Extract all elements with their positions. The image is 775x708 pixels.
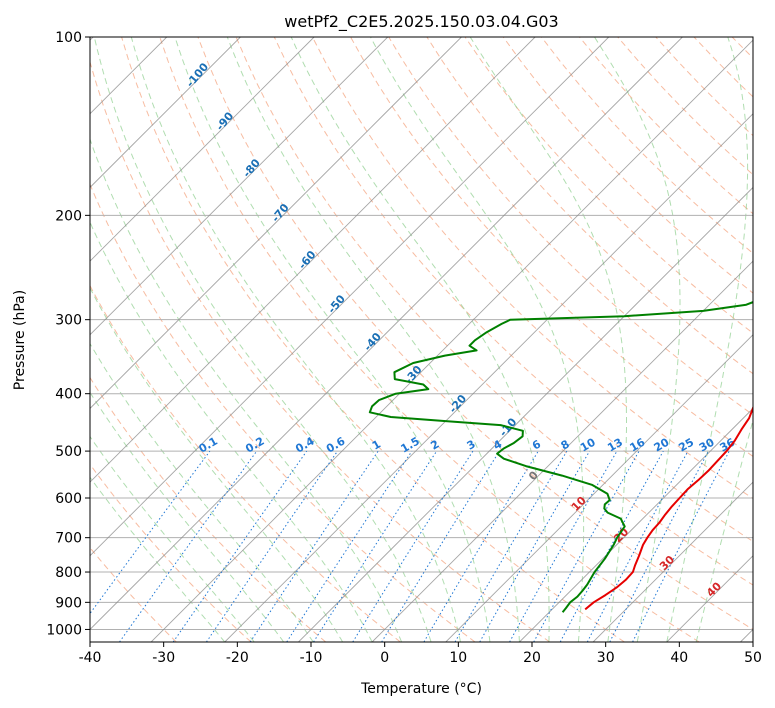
y-tick-label: 300 — [55, 313, 82, 329]
moist-adiabat-line — [90, 342, 314, 642]
mixing-ratio-line — [509, 450, 618, 642]
dry-adiabat-line — [273, 37, 753, 543]
x-tick-label: 50 — [744, 650, 762, 666]
mixing-ratio-line — [90, 450, 211, 615]
y-axis-ticks: 100 200 300 400 500 600 700 800 900 1000 — [46, 30, 90, 638]
dry-adiabat-line — [121, 37, 625, 642]
moist-adiabat-line — [290, 37, 550, 642]
x-axis-ticks: -40 -30 -20 -10 0 10 20 30 40 50 — [79, 642, 762, 666]
mixing-ratio-line — [249, 450, 379, 642]
y-tick-label: 1000 — [46, 622, 82, 638]
moist-adiabat-line — [594, 37, 681, 642]
temperature-profile-line — [584, 405, 753, 611]
isotherm-gridline — [90, 37, 315, 262]
mixing-ratio-line — [352, 450, 474, 642]
mixing-ratio-line — [381, 450, 500, 642]
y-tick-label: 200 — [55, 208, 82, 224]
mixing-ratio-line — [313, 450, 438, 642]
plot-frame — [89, 36, 754, 643]
moist-adiabat-line — [370, 37, 585, 642]
dry-adiabat-line — [90, 463, 252, 642]
y-tick-label: 600 — [55, 491, 82, 507]
moist-adiabat-line — [90, 391, 285, 642]
isotherm-gridline — [445, 334, 753, 642]
dry-adiabat-line — [90, 376, 327, 642]
isotherm-gridline — [224, 113, 753, 642]
y-tick-label: 800 — [55, 565, 82, 581]
y-axis-label: Pressure (hPa) — [12, 290, 28, 390]
mixing-ratio-line — [632, 450, 730, 642]
moist-adiabat-line — [226, 37, 520, 642]
dry-adiabat-line — [90, 60, 551, 642]
x-tick-label: -10 — [300, 650, 323, 666]
y-tick-label: 900 — [55, 595, 82, 611]
isotherm-gridline — [90, 37, 389, 336]
isotherm-gridline — [371, 260, 753, 642]
moist-adiabat-line — [90, 476, 226, 642]
x-tick-label: -20 — [226, 650, 249, 666]
x-axis-label: Temperature (°C) — [360, 681, 482, 697]
moist-adiabat-line — [695, 418, 753, 642]
dry-adiabat-line — [235, 37, 753, 586]
mixing-ratio-line — [119, 450, 258, 642]
x-tick-label: 20 — [523, 650, 541, 666]
isotherm-gridlines — [90, 37, 753, 642]
moist-adiabat-line — [666, 37, 749, 642]
isotherm-gridline — [519, 407, 753, 642]
moist-adiabat-line — [130, 37, 461, 642]
x-tick-label: -30 — [152, 650, 175, 666]
mixing-ratio-line — [172, 450, 308, 642]
moist-adiabat-line — [174, 37, 491, 642]
dry-adiabat-line — [197, 37, 753, 630]
moist-adiabat-line — [90, 220, 373, 642]
dry-adiabat-line — [159, 37, 700, 642]
chart-title: wetPf2_C2E5.2025.150.03.04.G03 — [284, 12, 558, 32]
moist-adiabat-line — [90, 286, 344, 642]
dry-adiabat-line — [311, 37, 753, 500]
dry-adiabat-line — [502, 37, 753, 294]
y-tick-label: 500 — [55, 444, 82, 460]
x-tick-label: 30 — [597, 650, 615, 666]
dewpoint-profile-line — [368, 301, 753, 613]
isotherm-gridline — [150, 39, 753, 642]
isotherm-gridline — [90, 37, 683, 631]
sounding-series — [368, 301, 753, 613]
x-tick-label: 40 — [670, 650, 688, 666]
x-tick-label: -40 — [79, 650, 102, 666]
mixing-ratio-line — [533, 450, 640, 642]
y-tick-label: 400 — [55, 387, 82, 403]
isobar-gridlines — [90, 37, 753, 630]
isotherm-gridline — [90, 37, 610, 557]
moist-adiabat-line — [90, 435, 255, 642]
y-tick-label: 100 — [55, 30, 82, 46]
isotherm-gridline — [298, 186, 753, 642]
isotherm-gridline — [90, 37, 462, 410]
mixing-ratio-line — [205, 450, 338, 642]
isotherm-gridline — [90, 37, 241, 189]
isotherm-gridline — [90, 37, 536, 483]
moist-adiabat-line — [469, 37, 627, 642]
x-tick-label: 10 — [449, 650, 467, 666]
isotherm-gridline — [592, 481, 753, 642]
moist-adiabat-line — [93, 37, 432, 642]
y-tick-label: 700 — [55, 531, 82, 547]
mixing-ratio-line — [286, 450, 413, 642]
x-tick-label: 0 — [380, 650, 389, 666]
dry-adiabats — [90, 37, 753, 642]
